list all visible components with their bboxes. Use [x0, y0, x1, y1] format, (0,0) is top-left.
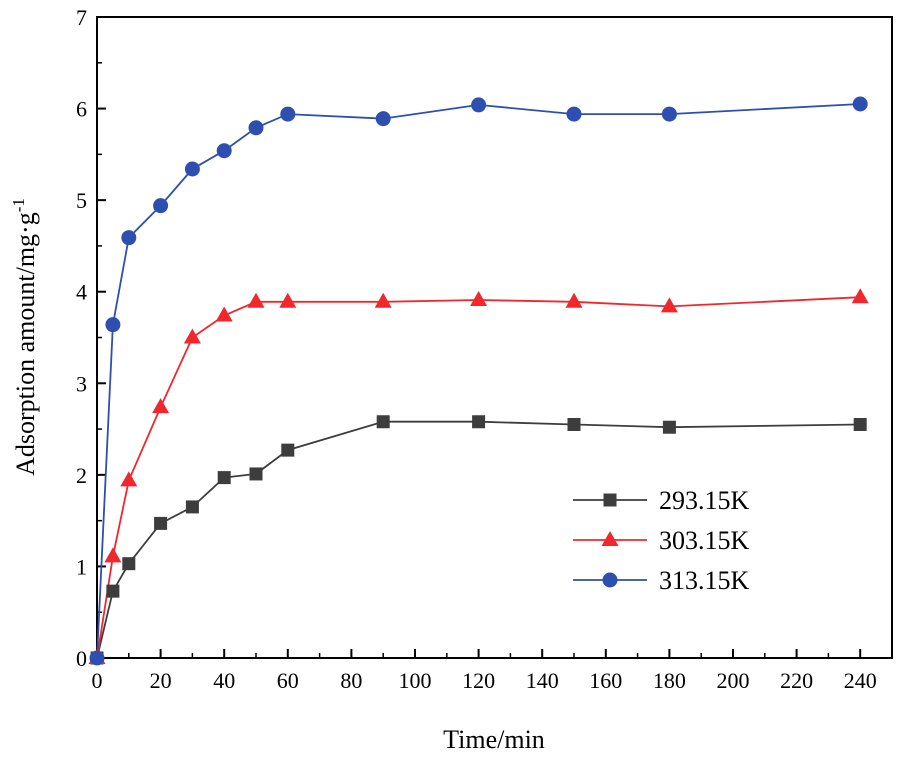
data-point-313.15K: [375, 111, 391, 127]
y-tick-label: 5: [76, 188, 87, 213]
x-axis-ticks: 0 20 40 60 80 100 120 140 160 180 200 220 240: [92, 649, 877, 693]
data-point-313.15K: [153, 198, 169, 214]
y-tick-label: 6: [76, 97, 87, 122]
data-point-293.15K: [662, 420, 676, 434]
data-point-303.15K: [215, 306, 233, 322]
y-axis-title: Adsorption amount/mg·g-1: [9, 198, 40, 476]
data-point-303.15K: [374, 292, 392, 308]
data-point-303.15K: [104, 547, 122, 563]
x-tick-label: 20: [150, 668, 172, 693]
series-markers: [88, 96, 869, 666]
legend-marker-303.15K: [601, 531, 619, 546]
y-tick-label: 1: [76, 554, 87, 579]
x-axis-title: Time/min: [443, 725, 545, 754]
plot-frame: [96, 16, 893, 659]
y-axis-title-superscript: -1: [9, 198, 28, 212]
data-point-293.15K: [853, 417, 867, 431]
legend: 293.15K 303.15K 313.15K: [573, 486, 750, 595]
data-point-303.15K: [247, 292, 265, 308]
data-point-293.15K: [106, 584, 120, 598]
legend-label-313.15K: 313.15K: [659, 566, 750, 595]
y-tick-label: 2: [76, 463, 87, 488]
data-point-313.15K: [121, 230, 137, 246]
data-point-313.15K: [280, 106, 296, 122]
x-tick-label: 0: [92, 668, 103, 693]
data-point-303.15K: [183, 328, 201, 344]
data-point-313.15K: [105, 317, 121, 333]
data-point-293.15K: [567, 417, 581, 431]
x-tick-label: 220: [780, 668, 813, 693]
series-line-303.15K: [96, 296, 861, 659]
x-tick-label: 80: [340, 668, 362, 693]
data-point-313.15K: [216, 143, 232, 159]
y-tick-label: 7: [76, 5, 87, 30]
legend-label-303.15K: 303.15K: [659, 526, 750, 555]
data-point-293.15K: [249, 467, 263, 481]
data-point-303.15K: [120, 471, 138, 487]
y-tick-label: 0: [76, 646, 87, 671]
data-point-303.15K: [152, 398, 170, 414]
x-tick-label: 60: [277, 668, 299, 693]
legend-label-293.15K: 293.15K: [659, 486, 750, 515]
data-point-293.15K: [281, 443, 295, 457]
data-point-303.15K: [279, 292, 297, 308]
legend-marker-313.15K: [602, 572, 618, 588]
data-point-313.15K: [471, 97, 487, 113]
x-tick-label: 240: [844, 668, 877, 693]
data-point-293.15K: [376, 415, 390, 429]
x-tick-label: 200: [717, 668, 750, 693]
data-point-313.15K: [566, 106, 582, 122]
data-point-303.15K: [660, 297, 678, 313]
data-point-303.15K: [565, 292, 583, 308]
data-point-303.15K: [851, 288, 869, 304]
data-point-313.15K: [89, 650, 105, 666]
x-tick-label: 160: [589, 668, 622, 693]
data-point-293.15K: [122, 557, 136, 571]
data-point-313.15K: [184, 161, 200, 177]
data-point-313.15K: [248, 120, 264, 136]
data-point-293.15K: [154, 516, 168, 530]
x-tick-label: 120: [462, 668, 495, 693]
x-tick-label: 180: [653, 668, 686, 693]
data-point-293.15K: [217, 471, 231, 485]
data-point-293.15K: [185, 500, 199, 514]
data-point-313.15K: [852, 96, 868, 112]
y-tick-label: 4: [76, 280, 87, 305]
y-tick-label: 3: [76, 371, 87, 396]
y-axis-title-main: Adsorption amount/mg·g: [11, 212, 40, 476]
data-point-313.15K: [661, 106, 677, 122]
x-tick-label: 40: [213, 668, 235, 693]
data-point-303.15K: [470, 290, 488, 306]
data-point-293.15K: [472, 415, 486, 429]
x-tick-label: 100: [399, 668, 432, 693]
legend-marker-293.15K: [603, 493, 617, 507]
x-tick-label: 140: [526, 668, 559, 693]
